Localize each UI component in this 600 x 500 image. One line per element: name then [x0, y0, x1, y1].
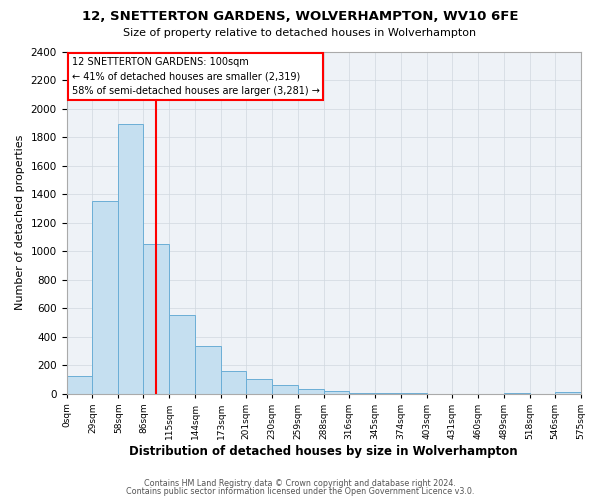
Y-axis label: Number of detached properties: Number of detached properties — [15, 135, 25, 310]
Text: Size of property relative to detached houses in Wolverhampton: Size of property relative to detached ho… — [124, 28, 476, 38]
Bar — [324, 392, 349, 394]
Text: Contains HM Land Registry data © Crown copyright and database right 2024.: Contains HM Land Registry data © Crown c… — [144, 478, 456, 488]
Bar — [503, 393, 530, 394]
Bar — [195, 346, 221, 394]
Text: 12 SNETTERTON GARDENS: 100sqm
← 41% of detached houses are smaller (2,319)
58% o: 12 SNETTERTON GARDENS: 100sqm ← 41% of d… — [71, 56, 320, 96]
Bar — [221, 372, 246, 394]
Bar — [169, 315, 195, 394]
Bar — [298, 390, 324, 394]
Bar — [118, 124, 143, 394]
Text: 12, SNETTERTON GARDENS, WOLVERHAMPTON, WV10 6FE: 12, SNETTERTON GARDENS, WOLVERHAMPTON, W… — [82, 10, 518, 23]
Bar — [272, 385, 298, 394]
Bar — [143, 244, 169, 394]
Text: Contains public sector information licensed under the Open Government Licence v3: Contains public sector information licen… — [126, 487, 474, 496]
X-axis label: Distribution of detached houses by size in Wolverhampton: Distribution of detached houses by size … — [129, 444, 518, 458]
Bar — [67, 376, 92, 394]
Bar — [92, 201, 118, 394]
Bar — [246, 378, 272, 394]
Bar — [554, 392, 581, 394]
Bar — [349, 393, 375, 394]
